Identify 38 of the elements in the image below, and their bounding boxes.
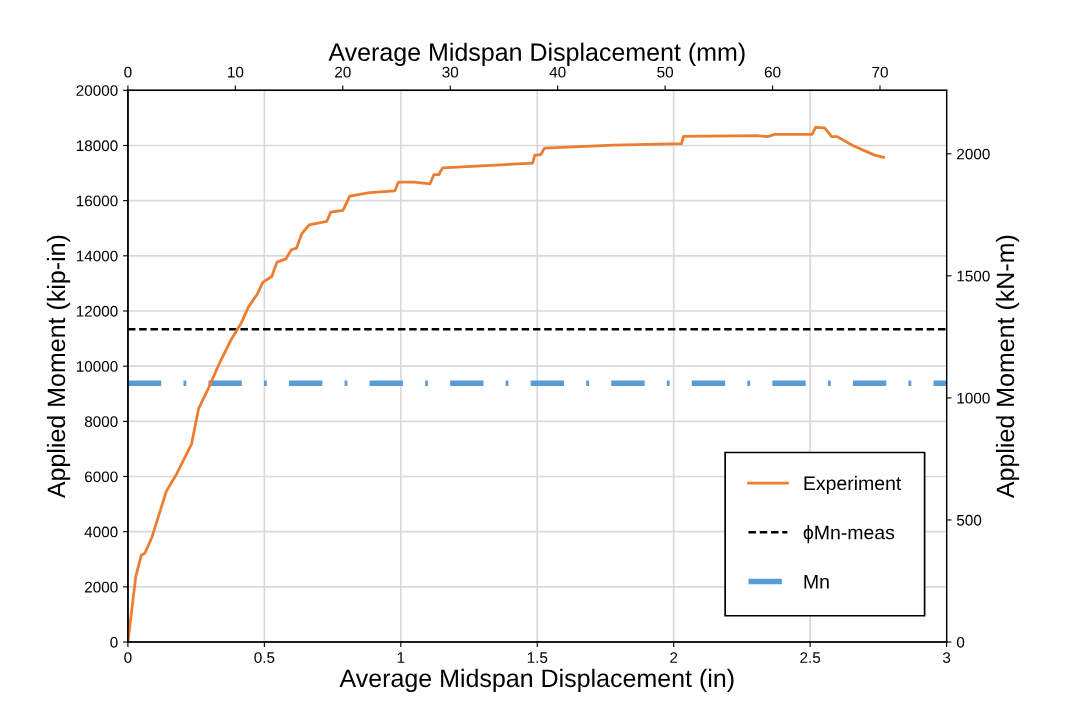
x2-tick-label: 20 xyxy=(335,66,351,78)
y2-axis-title: Applied Moment (kN-m) xyxy=(995,235,1020,499)
x-tick-label: 0.5 xyxy=(254,652,275,663)
x-tick-label: 2 xyxy=(670,652,678,663)
y-tick-label: 8000 xyxy=(84,416,118,428)
y-tick-label: 16000 xyxy=(76,195,118,207)
y-tick-label: 20000 xyxy=(76,85,118,96)
x2-axis-title: Average Midspan Displacement (mm) xyxy=(328,42,745,66)
y-tick-label: 10000 xyxy=(76,361,118,372)
x2-tick-label: 50 xyxy=(657,66,674,78)
y-tick-label: 2000 xyxy=(84,581,118,593)
y-tick-label: 14000 xyxy=(76,250,118,262)
legend-label: Mn xyxy=(804,575,829,589)
y-tick-label: 0 xyxy=(110,636,118,648)
x2-tick-label: 40 xyxy=(549,66,566,78)
x-axis-title: Average Midspan Displacement (in) xyxy=(339,668,734,693)
x2-tick-label: 70 xyxy=(872,66,888,78)
x2-tick-label: 30 xyxy=(442,66,459,78)
y2-tick-label: 2000 xyxy=(957,148,990,160)
x-tick-label: 1 xyxy=(397,652,405,663)
y-tick-label: 4000 xyxy=(84,526,118,538)
y-tick-label: 12000 xyxy=(76,305,118,317)
x-tick-label: 1.5 xyxy=(527,652,548,663)
x2-tick-label: 60 xyxy=(764,66,781,78)
y-tick-label: 18000 xyxy=(76,140,118,152)
y-tick-label: 6000 xyxy=(84,471,118,483)
y2-tick-label: 500 xyxy=(956,514,982,526)
x2-tick-label: 0 xyxy=(124,66,132,78)
y2-tick-label: 0 xyxy=(956,636,965,648)
x-tick-label: 0 xyxy=(124,652,132,663)
y-axis-title: Applied Moment (kip-in) xyxy=(46,235,71,499)
legend-label: Experiment xyxy=(804,475,902,494)
x-tick-label: 2.5 xyxy=(800,652,821,663)
y2-tick-label: 1000 xyxy=(957,392,990,404)
x2-tick-label: 10 xyxy=(228,66,244,78)
x-tick-label: 3 xyxy=(942,652,951,663)
legend-label: ϕMn-meas xyxy=(803,525,895,544)
y2-tick-label: 1500 xyxy=(957,270,990,282)
